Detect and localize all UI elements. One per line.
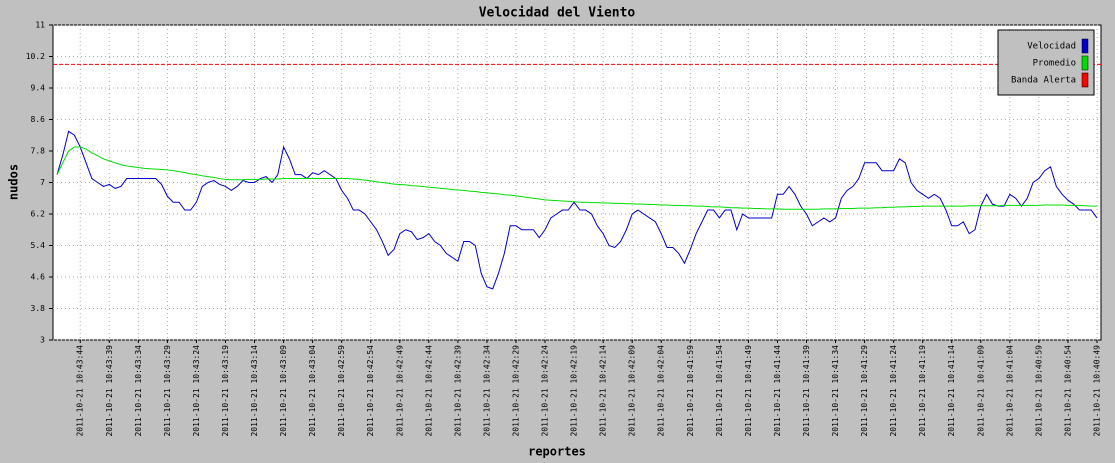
y-tick-label: 3 — [40, 336, 45, 345]
y-tick-label: 6.2 — [31, 210, 46, 219]
marks — [53, 63, 1101, 290]
x-tick-label: 2011-10-21 10:41:39 — [802, 345, 811, 437]
x-tick-label: 2011-10-21 10:41:54 — [715, 345, 724, 437]
y-tick-label: 4.6 — [31, 273, 46, 282]
chart-title: Velocidad del Viento — [479, 6, 636, 21]
series-line — [56, 146, 1097, 210]
x-tick-label: 2011-10-21 10:43:44 — [76, 345, 85, 437]
x-tick-label: 2011-10-21 10:41:49 — [744, 345, 753, 437]
y-tick-label: 3.8 — [31, 304, 46, 313]
y-tick-label: 7 — [40, 178, 45, 187]
x-tick-label: 2011-10-21 10:42:04 — [657, 345, 666, 437]
x-tick-label: 2011-10-21 10:43:24 — [192, 345, 201, 437]
series-line — [56, 130, 1098, 290]
x-tick-label: 2011-10-21 10:43:14 — [250, 345, 259, 437]
y-tick-label: 8.6 — [31, 115, 46, 124]
x-tick-label: 2011-10-21 10:41:09 — [976, 345, 985, 437]
x-tick-label: 2011-10-21 10:43:09 — [279, 345, 288, 437]
x-tick-label: 2011-10-21 10:42:54 — [366, 345, 375, 437]
x-tick-label: 2011-10-21 10:42:19 — [570, 345, 579, 437]
x-tick-label: 2011-10-21 10:41:19 — [918, 345, 927, 437]
x-tick-label: 2011-10-21 10:41:14 — [947, 345, 956, 437]
x-tick-label: 2011-10-21 10:42:09 — [628, 345, 637, 437]
x-tick-label: 2011-10-21 10:42:44 — [424, 345, 433, 437]
x-tick-label: 2011-10-21 10:43:29 — [163, 345, 172, 437]
y-tick-label: 10.2 — [26, 52, 45, 61]
legend-swatch — [1081, 72, 1089, 88]
x-tick-label: 2011-10-21 10:41:29 — [860, 345, 869, 437]
x-tick-label: 2011-10-21 10:40:49 — [1093, 345, 1102, 437]
y-tick-label: 9.4 — [31, 84, 46, 93]
x-tick-label: 2011-10-21 10:42:59 — [337, 345, 346, 437]
x-tick-label: 2011-10-21 10:42:14 — [599, 345, 608, 437]
y-tick-label: 11 — [35, 21, 45, 30]
x-tick-label: 2011-10-21 10:41:44 — [773, 345, 782, 437]
legend-label: Banda Alerta — [1011, 76, 1076, 86]
x-tick-label: 2011-10-21 10:40:59 — [1034, 345, 1043, 437]
legend: Velocidad Promedio Banda Alerta — [997, 29, 1095, 96]
x-tick-label: 2011-10-21 10:41:24 — [889, 345, 898, 437]
x-tick-label: 2011-10-21 10:43:04 — [308, 345, 317, 437]
x-tick-label: 2011-10-21 10:42:34 — [482, 345, 491, 437]
x-tick-label: 2011-10-21 10:43:39 — [105, 345, 114, 437]
x-tick-label: 2011-10-21 10:41:34 — [831, 345, 840, 437]
legend-swatch — [1081, 55, 1089, 71]
x-tick-label: 2011-10-21 10:43:34 — [134, 345, 143, 437]
legend-label: Promedio — [1033, 59, 1076, 69]
x-tick-label: 2011-10-21 10:42:29 — [511, 345, 520, 437]
x-tick-label: 2011-10-21 10:42:39 — [453, 345, 462, 437]
legend-box — [997, 29, 1095, 96]
y-axis-label: nudos — [7, 164, 21, 200]
legend-label: Velocidad — [1027, 42, 1076, 52]
y-tick-label: 7.8 — [31, 147, 46, 156]
x-tick-label: 2011-10-21 10:40:54 — [1063, 345, 1072, 437]
x-tick-label: 2011-10-21 10:41:59 — [686, 345, 695, 437]
x-axis-label: reportes — [528, 445, 586, 459]
x-tick-label: 2011-10-21 10:43:19 — [221, 345, 230, 437]
x-tick-label: 2011-10-21 10:42:49 — [395, 345, 404, 437]
grid: 3 3.8 4.6 5.4 6.2 7 7.8 8.6 9.4 10.2 11 2011-10-21 … — [26, 21, 1102, 437]
y-tick-label: 5.4 — [31, 241, 46, 250]
x-tick-label: 2011-10-21 10:42:24 — [541, 345, 550, 437]
x-tick-label: 2011-10-21 10:41:04 — [1005, 345, 1014, 437]
legend-swatch — [1081, 38, 1089, 54]
